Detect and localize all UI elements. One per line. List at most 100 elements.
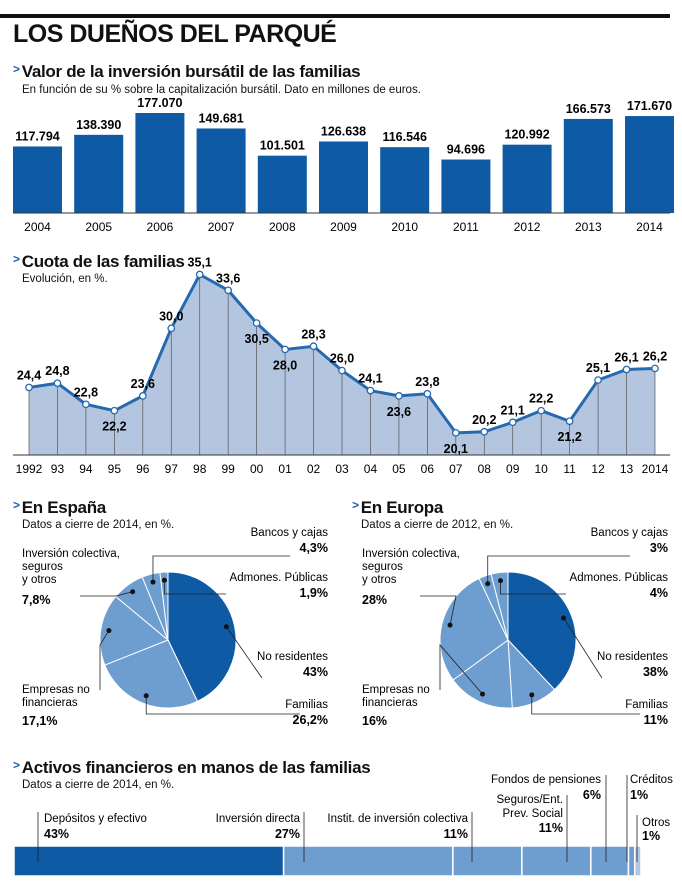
stacked-value-label: 27% bbox=[275, 827, 300, 841]
pie-leader-dot bbox=[485, 581, 491, 587]
area-x-label: 01 bbox=[278, 462, 292, 476]
assets-subtitle: Datos a cierre de 2014, en %. bbox=[22, 779, 175, 791]
area-point bbox=[224, 286, 233, 295]
area-point bbox=[480, 427, 489, 436]
area-value-label: 22,2 bbox=[529, 392, 553, 406]
pie-label: seguros bbox=[362, 561, 403, 573]
stacked-segment bbox=[282, 845, 454, 877]
area-x-label: 2014 bbox=[642, 462, 669, 476]
stacked-value-label: 6% bbox=[583, 788, 601, 802]
stacked-segment bbox=[590, 845, 630, 877]
area-x-label: 06 bbox=[421, 462, 435, 476]
bar-category-label: 2010 bbox=[391, 220, 418, 234]
stacked-label: Prev. Social bbox=[502, 808, 563, 820]
bar-value-label: 171.670 bbox=[627, 99, 672, 113]
area-value-label: 33,6 bbox=[216, 271, 240, 285]
pie-label: financieras bbox=[22, 697, 78, 709]
pie-value-label: 26,2% bbox=[293, 713, 328, 727]
area-value-label: 28,0 bbox=[273, 358, 297, 372]
area-x-label: 03 bbox=[335, 462, 349, 476]
pie-label: y otros bbox=[362, 574, 397, 586]
stacked-label: Fondos de pensiones bbox=[491, 774, 601, 786]
pie-slice bbox=[490, 571, 509, 641]
pie-leader bbox=[420, 595, 457, 626]
bar-category-label: 2011 bbox=[453, 220, 479, 234]
line-chart-subtitle: Evolución, en %. bbox=[22, 273, 108, 285]
stacked-value-label: 1% bbox=[642, 829, 660, 843]
area-value-label: 30,0 bbox=[159, 309, 183, 323]
pie-leader bbox=[439, 643, 483, 695]
area-value-label: 21,2 bbox=[557, 430, 581, 444]
pie-label: Inversión colectiva, bbox=[22, 548, 120, 560]
bar-chart-title-text: Valor de la inversión bursátil de las fa… bbox=[21, 62, 361, 81]
pie-label: financieras bbox=[362, 697, 418, 709]
area-x-label: 02 bbox=[307, 462, 321, 476]
pie-value-label: 43% bbox=[303, 665, 328, 679]
area-point bbox=[395, 392, 403, 400]
area-x-label: 05 bbox=[392, 462, 406, 476]
pie-leader bbox=[152, 555, 290, 583]
bar-value-label: 117.794 bbox=[15, 129, 60, 143]
pie-leader bbox=[80, 591, 133, 597]
area-value-label: 23,8 bbox=[415, 375, 439, 389]
pie-value-label: 38% bbox=[643, 665, 668, 679]
pie-label: Bancos y cajas bbox=[251, 527, 329, 539]
arrow-icon: > bbox=[13, 758, 20, 772]
arrow-icon: > bbox=[352, 498, 359, 512]
area-point bbox=[366, 386, 375, 395]
stacked-value-label: 43% bbox=[44, 827, 69, 841]
bar-value-label: 101.501 bbox=[260, 139, 305, 153]
pie-leader bbox=[145, 695, 300, 715]
bar-category-label: 2012 bbox=[514, 220, 541, 234]
stacked-segment bbox=[13, 845, 285, 877]
pie-value-label: 11% bbox=[644, 713, 668, 727]
pie-leader bbox=[531, 694, 640, 715]
pie-es-title-text: En España bbox=[21, 498, 107, 517]
pie-value-label: 7,8% bbox=[22, 593, 51, 607]
bar bbox=[74, 134, 124, 213]
pie-slice bbox=[439, 577, 509, 681]
pie-leader-dot bbox=[447, 622, 453, 628]
pie-value-label: 16% bbox=[362, 714, 387, 728]
bar-category-label: 2009 bbox=[330, 220, 357, 234]
area-point bbox=[138, 392, 147, 400]
stacked-label: Seguros/Ent. bbox=[497, 794, 563, 806]
area-x-label: 96 bbox=[136, 462, 150, 476]
area-point bbox=[651, 364, 659, 373]
stacked-label: Depósitos y efectivo bbox=[44, 813, 147, 825]
bar bbox=[257, 155, 307, 213]
area-value-label: 23,6 bbox=[387, 405, 411, 419]
pie-leader bbox=[487, 555, 630, 584]
area-x-label: 1992 bbox=[16, 462, 43, 476]
bar-category-label: 2007 bbox=[208, 220, 235, 234]
pie-label: Admones. Públicas bbox=[570, 572, 669, 584]
bar-value-label: 120.992 bbox=[505, 128, 550, 142]
pie-leader-dot bbox=[223, 624, 229, 630]
pie-value-label: 17,1% bbox=[22, 714, 57, 728]
stacked-label: Inversión directa bbox=[216, 813, 301, 825]
area-point bbox=[110, 406, 119, 415]
area-point bbox=[167, 324, 176, 333]
area-point bbox=[82, 400, 90, 409]
pie-leader bbox=[226, 626, 263, 679]
area-value-label: 28,3 bbox=[301, 327, 325, 341]
pie-slice bbox=[159, 571, 169, 641]
pie-leader-dot bbox=[150, 579, 156, 585]
area-value-label: 25,1 bbox=[586, 361, 610, 375]
bar-value-label: 177.070 bbox=[137, 96, 182, 110]
pie-leader-dot bbox=[130, 589, 136, 595]
area-value-label: 24,1 bbox=[358, 372, 382, 386]
stacked-label: Créditos bbox=[630, 774, 673, 786]
pie-eu-title: > En Europa bbox=[352, 498, 443, 518]
area-point bbox=[53, 379, 62, 388]
pie-leader-dot bbox=[106, 628, 112, 634]
main-title: LOS DUEÑOS DEL PARQUÉ bbox=[13, 20, 337, 48]
bar-value-label: 149.681 bbox=[199, 111, 244, 125]
area-point bbox=[281, 345, 289, 354]
stacked-value-label: 1% bbox=[630, 788, 648, 802]
area-point bbox=[622, 365, 631, 374]
area-value-label: 21,1 bbox=[501, 403, 525, 417]
pie-leader bbox=[500, 580, 566, 595]
pie-leader-dot bbox=[498, 578, 504, 584]
bar bbox=[135, 113, 185, 213]
